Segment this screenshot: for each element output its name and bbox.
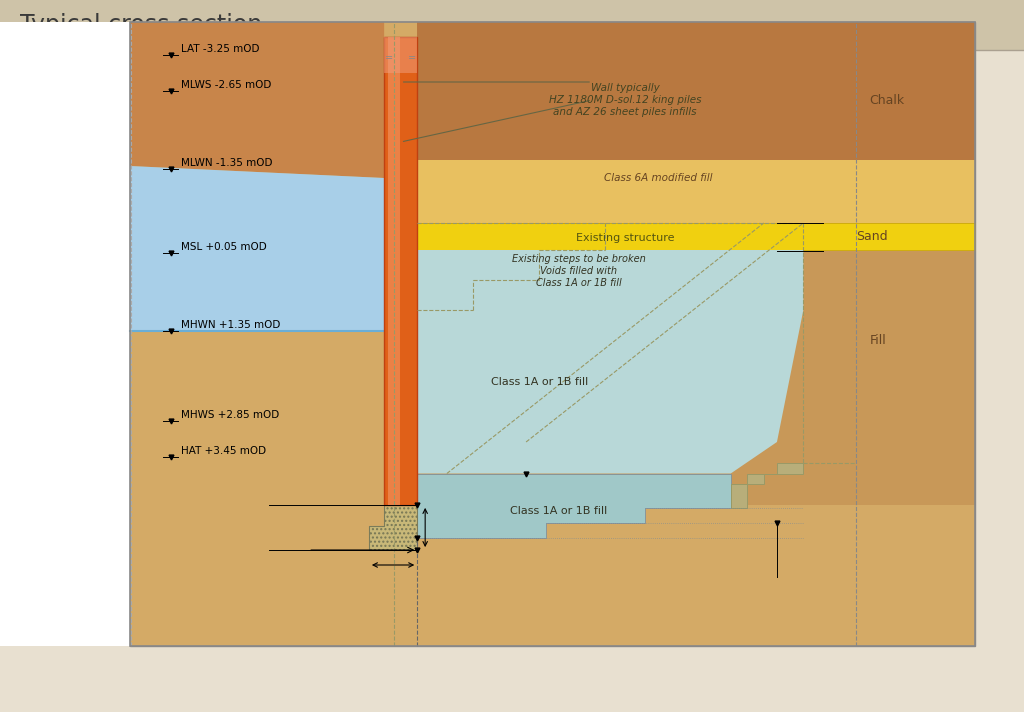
- Bar: [130, 22, 975, 646]
- Text: MHWN +1.35 mOD: MHWN +1.35 mOD: [181, 320, 281, 330]
- Polygon shape: [417, 223, 975, 250]
- Bar: [384, 37, 417, 505]
- Text: Sand: Sand: [856, 230, 888, 244]
- Polygon shape: [384, 37, 417, 73]
- Polygon shape: [417, 223, 975, 505]
- Polygon shape: [417, 22, 975, 160]
- Text: Fill: Fill: [869, 333, 886, 347]
- Text: MHWS +2.85 mOD: MHWS +2.85 mOD: [181, 410, 280, 420]
- Bar: [0, 22, 130, 646]
- Text: +5.0 m: +5.0 m: [270, 542, 309, 552]
- Text: 670: 670: [383, 562, 403, 572]
- Text: LAT -3.25 mOD: LAT -3.25 mOD: [181, 44, 259, 54]
- Text: Existing structure: Existing structure: [575, 233, 675, 243]
- Text: +4.25 m: +4.25 m: [270, 497, 315, 507]
- Text: |-0.45: |-0.45: [791, 220, 820, 231]
- Text: Landward: Landward: [482, 636, 544, 649]
- Text: Wall typically
HZ 1180M D-sol.12 king piles
and AZ 26 sheet piles infills: Wall typically HZ 1180M D-sol.12 king pi…: [549, 83, 701, 117]
- Text: Future ground level
+4.80 m: Future ground level +4.80 m: [422, 542, 523, 564]
- Text: Flood
protection
level: Flood protection level: [155, 533, 205, 567]
- Text: Class 1A or 1B fill: Class 1A or 1B fill: [511, 506, 607, 516]
- Polygon shape: [417, 223, 605, 310]
- Bar: [130, 22, 975, 646]
- Polygon shape: [369, 505, 417, 550]
- Text: Existing steps to be broken
Voids filled with
Class 1A or 1B fill: Existing steps to be broken Voids filled…: [512, 254, 646, 288]
- Text: MLWN -1.35 mOD: MLWN -1.35 mOD: [181, 158, 272, 168]
- Text: Typical cross section: Typical cross section: [20, 13, 262, 37]
- Polygon shape: [130, 166, 384, 331]
- Text: HAT +3.45 mOD: HAT +3.45 mOD: [181, 446, 266, 456]
- Text: =: =: [409, 53, 416, 63]
- Text: MSL +0.05 mOD: MSL +0.05 mOD: [181, 242, 267, 252]
- Polygon shape: [731, 463, 804, 508]
- Polygon shape: [417, 250, 804, 473]
- Text: TGL 3.725: TGL 3.725: [532, 471, 586, 481]
- Text: Class 1A or 1B fill: Class 1A or 1B fill: [490, 377, 588, 387]
- Text: Chalk: Chalk: [869, 93, 904, 107]
- Text: 750: 750: [429, 518, 439, 537]
- Polygon shape: [731, 484, 748, 508]
- Text: Class 6A modified fill: Class 6A modified fill: [604, 173, 713, 183]
- Text: MLWS -2.65 mOD: MLWS -2.65 mOD: [181, 80, 271, 90]
- Text: Future ground
level: Future ground level: [757, 555, 830, 577]
- Polygon shape: [417, 473, 731, 538]
- Bar: [388, 37, 399, 505]
- Text: =: =: [385, 53, 393, 63]
- Bar: [130, 22, 975, 646]
- Bar: [0, 0, 1024, 50]
- Polygon shape: [417, 160, 975, 223]
- Text: Riverward: Riverward: [296, 636, 359, 649]
- Polygon shape: [130, 22, 384, 178]
- Text: |+0.02: |+0.02: [791, 246, 825, 256]
